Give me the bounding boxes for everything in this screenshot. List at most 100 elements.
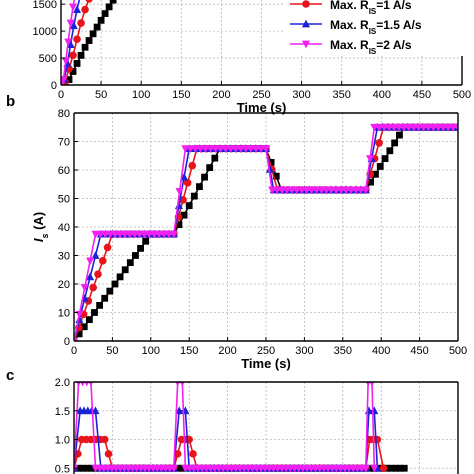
- data-point: [85, 37, 93, 44]
- x-tick-label: 100: [142, 345, 160, 357]
- x-tick-label: 200: [212, 89, 230, 101]
- y-tick-label: 1.0: [55, 435, 70, 447]
- data-point: [175, 187, 184, 196]
- data-point: [61, 76, 68, 85]
- data-point: [189, 450, 197, 458]
- data-point: [178, 464, 186, 472]
- data-point: [388, 464, 395, 472]
- data-point: [211, 154, 219, 162]
- data-point: [96, 301, 103, 309]
- data-point: [83, 464, 91, 472]
- data-point: [246, 145, 255, 154]
- data-point: [74, 337, 78, 341]
- data-point: [80, 382, 85, 387]
- data-point: [132, 252, 139, 259]
- data-point: [191, 145, 200, 154]
- x-tick-label: 250: [252, 89, 270, 101]
- x-tick-label: 100: [132, 89, 150, 101]
- data-point: [121, 266, 129, 274]
- data-point: [73, 60, 81, 67]
- data-point: [76, 382, 81, 387]
- data-point: [87, 464, 95, 472]
- data-point: [81, 43, 89, 51]
- series-group-b: [74, 122, 458, 341]
- data-point: [366, 464, 374, 472]
- y-tick-label: 20: [58, 279, 70, 291]
- data-point: [201, 145, 210, 154]
- data-point: [66, 19, 75, 28]
- series-group-c: [74, 382, 408, 473]
- legend-label: Max. RIS=1 A/s: [330, 0, 412, 16]
- panel-c: 0.5 1.0 1.5 2.0 c: [6, 367, 459, 474]
- y-tick-label: 30: [58, 251, 70, 263]
- data-point: [86, 272, 95, 281]
- data-point: [99, 257, 107, 265]
- data-point: [80, 284, 89, 292]
- y-tick-label: 80: [58, 108, 70, 120]
- y-tick-label: 1000: [33, 26, 57, 38]
- y-tick-label: 1500: [33, 0, 57, 11]
- data-point: [267, 159, 275, 166]
- y-axis-title: Is (A): [31, 212, 50, 242]
- data-point: [372, 170, 379, 178]
- data-point: [85, 0, 93, 3]
- data-point: [365, 382, 371, 387]
- series-line-1: [74, 438, 385, 470]
- data-point: [101, 10, 109, 17]
- data-point: [369, 382, 375, 387]
- x-tick-label: 0: [58, 89, 64, 101]
- data-point: [89, 30, 97, 38]
- data-point: [106, 287, 114, 295]
- legend-marker: [302, 19, 310, 28]
- data-point: [396, 131, 403, 139]
- panel-b: 0 10 20 30 40 50 60 70 80 0 50 100 150 200 250 300 350 40…: [6, 93, 467, 371]
- series-group-a: [61, 0, 117, 85]
- data-point: [386, 147, 394, 155]
- x-tick-label: 50: [106, 345, 118, 357]
- grid-a: [61, 0, 462, 85]
- y-tick-label: 2.0: [55, 377, 70, 389]
- data-point: [94, 270, 102, 279]
- data-point: [137, 244, 144, 252]
- data-point: [370, 464, 379, 473]
- data-point: [100, 435, 109, 444]
- data-point: [396, 464, 404, 472]
- y-tick-label: 50: [58, 194, 70, 206]
- data-point: [142, 237, 150, 245]
- x-tick-label: 350: [333, 89, 351, 101]
- x-tick-label: 350: [334, 345, 352, 357]
- data-point: [206, 145, 215, 154]
- x-axis-title: Time (s): [241, 356, 291, 371]
- y-tick-label: 10: [58, 308, 70, 320]
- data-point: [101, 294, 109, 302]
- data-point: [226, 145, 235, 154]
- data-point: [180, 382, 185, 387]
- data-point: [93, 23, 101, 31]
- data-point: [74, 464, 82, 472]
- grid-c: [74, 382, 458, 474]
- data-point: [75, 330, 83, 338]
- x-axis-title: Time (s): [237, 100, 287, 115]
- data-point: [65, 76, 73, 84]
- data-point: [376, 163, 384, 170]
- data-point: [91, 406, 100, 415]
- data-point: [373, 435, 382, 444]
- legend-label: Max. RIS=1.5 A/s: [330, 18, 422, 36]
- data-point: [88, 382, 94, 387]
- data-point: [272, 172, 280, 180]
- data-point: [91, 309, 98, 316]
- data-point: [186, 145, 195, 154]
- x-tick-label: 500: [453, 89, 471, 101]
- data-point: [216, 145, 225, 154]
- data-point: [361, 186, 370, 195]
- x-tick-label: 200: [218, 345, 236, 357]
- data-point: [103, 243, 112, 252]
- data-point: [77, 51, 85, 59]
- y-tick-label: 70: [58, 137, 70, 149]
- data-point: [196, 183, 203, 191]
- x-tick-label: 0: [71, 345, 77, 357]
- y-tick-label: 0.5: [55, 463, 70, 474]
- y-tick-label: 0: [51, 80, 57, 92]
- data-point: [179, 196, 187, 204]
- data-point: [221, 145, 230, 154]
